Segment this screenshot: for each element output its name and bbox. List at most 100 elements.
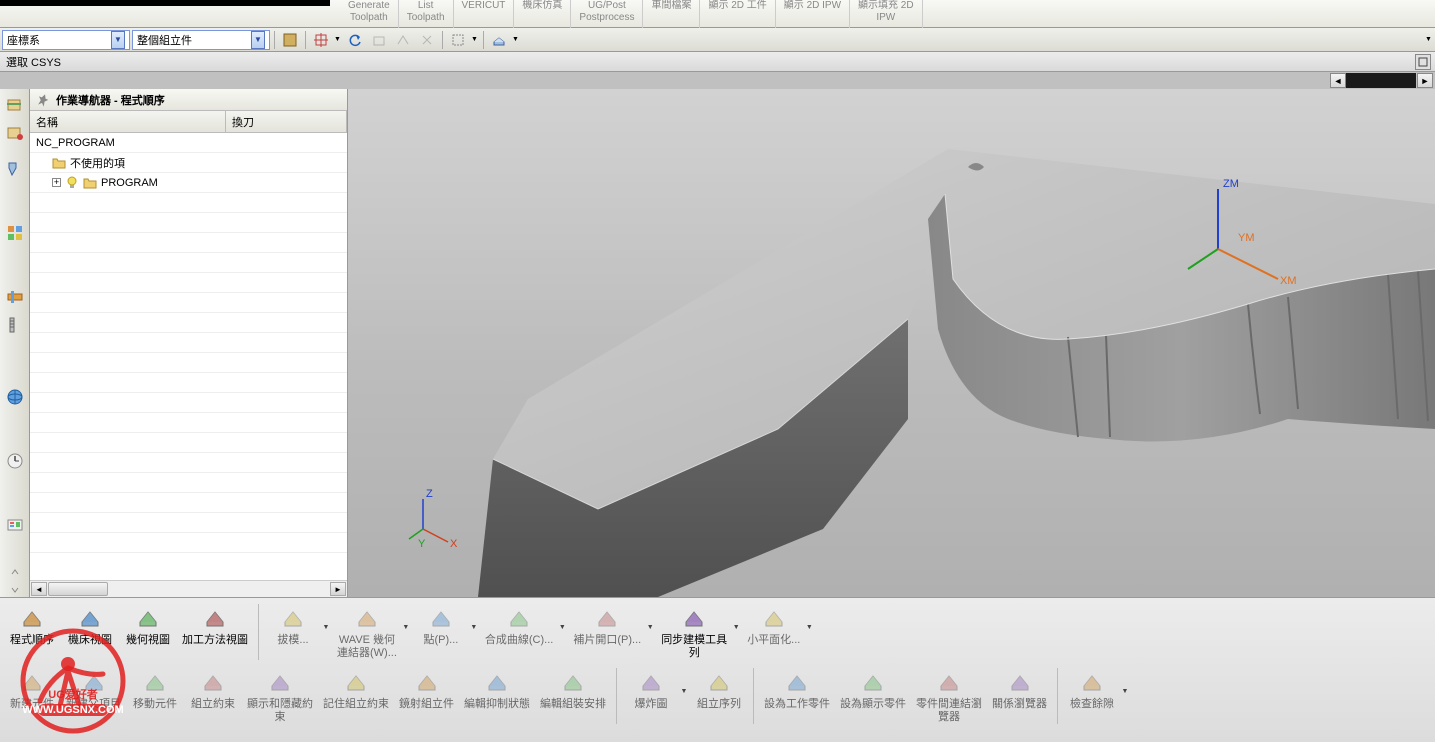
- navigator-row-empty: [30, 193, 347, 213]
- toolbar-button[interactable]: 機床視圖: [62, 602, 118, 649]
- ribbon-group[interactable]: 顯示 2D 工件: [700, 0, 775, 28]
- navigator-row-empty: [30, 353, 347, 373]
- toolbar-button-label: 鏡射組立件: [399, 698, 454, 711]
- toolbar-button-icon: [76, 604, 104, 632]
- row-label: NC_PROGRAM: [36, 137, 115, 149]
- toolbar-button[interactable]: 加工方法視圖: [178, 602, 252, 649]
- toolbar-button[interactable]: 程式順序: [4, 602, 60, 649]
- ribbon-group[interactable]: 機床仿真: [514, 0, 571, 28]
- navigator-rows: NC_PROGRAM 不使用的項+PROGRAM: [30, 133, 347, 580]
- ribbon-group[interactable]: UG/PostPostprocess: [571, 0, 643, 28]
- operation-navigator-panel: 作業導航器 - 程式順序 名稱 換刀 NC_PROGRAM 不使用的項+PROGR…: [30, 89, 348, 597]
- column-name[interactable]: 名稱: [30, 111, 226, 132]
- expand-icon[interactable]: +: [52, 178, 61, 187]
- toolbar-button: 鏡射組立件: [395, 666, 458, 713]
- ribbon-group[interactable]: ListToolpath: [399, 0, 454, 28]
- navigator-row-empty: [30, 333, 347, 353]
- ribbon-group[interactable]: 顯示填充 2DIPW: [850, 0, 923, 28]
- toolbar-button-icon: [342, 668, 370, 696]
- spacer: [3, 349, 27, 373]
- toolbar-button: 點(P)...: [413, 602, 469, 652]
- toolbar-button-label: 設為工作零件: [764, 698, 830, 711]
- maximize-icon[interactable]: [1415, 54, 1431, 70]
- tool-button[interactable]: [310, 30, 332, 50]
- scroll-left-button[interactable]: ◄: [31, 582, 47, 596]
- collapse-down-icon[interactable]: [3, 583, 27, 597]
- toolbar-button-label: 新建父項目: [66, 698, 121, 711]
- csys-combo[interactable]: 座標系 ▼: [2, 30, 130, 50]
- toolbar-button: 零件間連結瀏覽器: [912, 666, 986, 726]
- toolbar-button-icon: [201, 604, 229, 632]
- navigator-header: 作業導航器 - 程式順序: [30, 89, 347, 111]
- toolbar-button[interactable]: 同步建模工具列: [657, 602, 731, 662]
- toolbar-button-label: 合成曲線(C)...: [485, 634, 553, 647]
- ribbon-group[interactable]: 車間檔案: [643, 0, 700, 28]
- column-toolchange[interactable]: 換刀: [226, 111, 347, 132]
- navigator-row-empty: [30, 313, 347, 333]
- navigator-row[interactable]: NC_PROGRAM: [30, 133, 347, 153]
- toolbar-button: 拔模...: [265, 602, 321, 652]
- ribbon-group[interactable]: 顯示 2D IPW: [776, 0, 850, 28]
- nav-roles-icon[interactable]: [3, 513, 27, 537]
- nav-machine-icon[interactable]: [3, 121, 27, 145]
- dropdown-icon: ▼: [469, 602, 479, 652]
- csys-combo-text: 座標系: [7, 32, 40, 48]
- nav-constraint-icon[interactable]: [3, 285, 27, 309]
- nav-geometry-icon[interactable]: [3, 93, 27, 117]
- navigator-row-empty: [30, 393, 347, 413]
- active-tab[interactable]: [1346, 73, 1416, 88]
- tool-button[interactable]: [368, 30, 390, 50]
- tab-prev-button[interactable]: ◄: [1330, 73, 1346, 88]
- top-ribbon: GenerateToolpathListToolpathVERICUT機床仿真U…: [0, 0, 1435, 28]
- toolbar-button-icon: [783, 668, 811, 696]
- nav-web-icon[interactable]: [3, 385, 27, 409]
- navigator-hscrollbar[interactable]: ◄ ►: [30, 580, 347, 597]
- tool-button[interactable]: [447, 30, 469, 50]
- nav-history-icon[interactable]: [3, 449, 27, 473]
- scroll-thumb[interactable]: [48, 582, 108, 596]
- 3d-viewport[interactable]: ZM XM YM Z X Y: [348, 89, 1435, 597]
- toolbar-button: 新建元件: [4, 666, 60, 713]
- dropdown-icon: ▼: [251, 31, 265, 49]
- dropdown-icon[interactable]: ▼: [731, 602, 741, 652]
- tool-button[interactable]: [279, 30, 301, 50]
- tool-button[interactable]: [416, 30, 438, 50]
- tab-next-button[interactable]: ►: [1417, 73, 1433, 88]
- pin-icon[interactable]: [36, 93, 50, 107]
- ribbon-group[interactable]: GenerateToolpath: [340, 0, 399, 28]
- ribbon-black-strip: [0, 0, 330, 6]
- toolbar-button-icon: [935, 668, 963, 696]
- toolbar-button-label: 組立約束: [191, 698, 235, 711]
- ribbon-group[interactable]: VERICUT: [454, 0, 515, 28]
- navigator-table-header: 名稱 換刀: [30, 111, 347, 133]
- toolbar-button-label: 組立序列: [697, 698, 741, 711]
- scroll-right-button[interactable]: ►: [330, 582, 346, 596]
- nav-assembly-icon[interactable]: [3, 221, 27, 245]
- dropdown-icon: ▼: [1120, 666, 1130, 716]
- toolbar-button: 編輯抑制狀態: [460, 666, 534, 713]
- toolbar-button-label: 新建元件: [10, 698, 54, 711]
- collapse-up-icon[interactable]: [3, 565, 27, 579]
- toolbar-button: 編輯組裝安排: [536, 666, 610, 713]
- toolbar-button[interactable]: 幾何視圖: [120, 602, 176, 649]
- toolbar-button: 移動元件: [127, 666, 183, 713]
- toolbar-button: 組立序列: [691, 666, 747, 713]
- toolbar-button-label: 顯示和隱藏約束: [247, 698, 313, 724]
- navigator-row[interactable]: +PROGRAM: [30, 173, 347, 193]
- toolbar-button-label: 程式順序: [10, 634, 54, 647]
- assembly-combo[interactable]: 整個組立件 ▼: [132, 30, 270, 50]
- navigator-row[interactable]: 不使用的項: [30, 153, 347, 173]
- nav-measure-icon[interactable]: [3, 313, 27, 337]
- toolbar-overflow[interactable]: ▼: [1425, 36, 1433, 43]
- undo-button[interactable]: [344, 30, 366, 50]
- tool-button[interactable]: [392, 30, 414, 50]
- toolbar-button-label: 檢查餘隙: [1070, 698, 1114, 711]
- toolbar-button-label: 零件間連結瀏覽器: [916, 698, 982, 724]
- nav-tool-icon[interactable]: [3, 157, 27, 181]
- toolbar-button: 設為工作零件: [760, 666, 834, 713]
- dropdown-icon: ▼: [679, 666, 689, 716]
- navigator-row-empty: [30, 533, 347, 553]
- folder-icon: [83, 176, 97, 190]
- axis-y-label: YM: [1238, 232, 1255, 244]
- tool-button[interactable]: [488, 30, 510, 50]
